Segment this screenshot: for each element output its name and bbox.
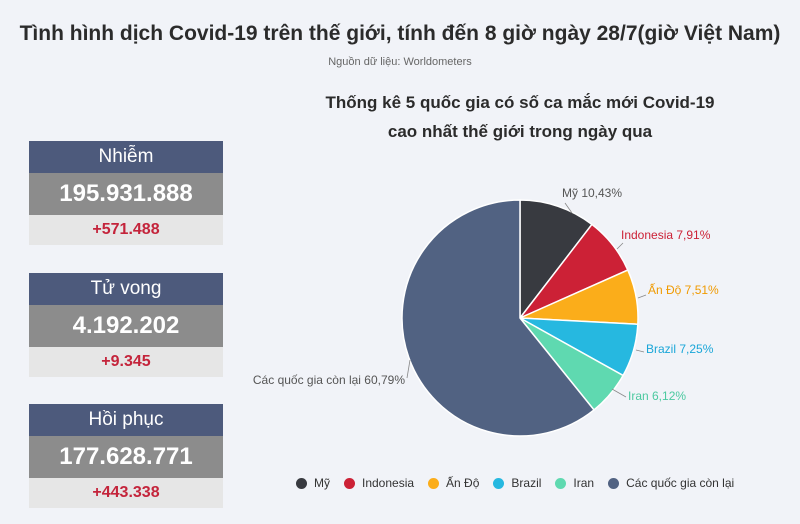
- pie-data-label-0: Mỹ 10,43%: [562, 186, 622, 200]
- pie-data-label-5: Các quốc gia còn lại 60,79%: [253, 373, 405, 387]
- pie-leader-line-3: [635, 349, 645, 353]
- pie-leader-line-2: [637, 294, 647, 299]
- pie-data-label-2: Ấn Độ 7,51%: [648, 282, 719, 297]
- data-source: Nguồn dữ liệu: Worldometers: [328, 56, 472, 68]
- stat-label: Hồi phục: [29, 404, 223, 436]
- legend-item-3: Brazil: [493, 476, 541, 490]
- stat-label: Tử vong: [29, 273, 223, 305]
- stat-card-deaths: Tử vong 4.192.202 +9.345: [29, 273, 223, 377]
- chart-title: Thống kê 5 quốc gia có số ca mắc mới Cov…: [260, 88, 780, 146]
- pie-leader-line-4: [611, 388, 627, 398]
- pie-leader-line-0: [564, 202, 573, 214]
- chart-title-line2: cao nhất thế giới trong ngày qua: [387, 122, 653, 141]
- legend-item-2: Ấn Độ: [428, 476, 479, 490]
- legend-item-0: Mỹ: [296, 476, 330, 490]
- legend-swatch: [608, 477, 620, 489]
- legend-item-1: Indonesia: [344, 476, 414, 490]
- pie-data-label-4: Iran 6,12%: [628, 389, 686, 403]
- pie-leader-line-5: [406, 359, 411, 379]
- legend-item-5: Các quốc gia còn lại: [608, 476, 734, 490]
- page-title: Tình hình dịch Covid-19 trên thế giới, t…: [19, 22, 781, 45]
- legend-label: Brazil: [511, 476, 542, 490]
- legend-label: Iran: [573, 476, 595, 490]
- chart-legend: Mỹ Indonesia Ấn Độ Brazil Iran Các quốc gia c…: [296, 476, 734, 490]
- legend-label: Mỹ: [314, 476, 330, 490]
- legend-swatch: [344, 477, 355, 489]
- pie-leader-line-1: [616, 242, 624, 250]
- pie-data-label-3: Brazil 7,25%: [646, 342, 714, 356]
- legend-swatch: [428, 477, 440, 489]
- stat-delta: +443.338: [29, 478, 223, 508]
- legend-label: Ấn Độ: [446, 476, 480, 490]
- pie-slice-5: [401, 199, 596, 437]
- stat-card-recovered: Hồi phục 177.628.771 +443.338: [29, 404, 223, 508]
- legend-swatch: [493, 477, 505, 489]
- legend-swatch: [296, 477, 307, 489]
- stat-card-infected: Nhiễm 195.931.888 +571.488: [29, 141, 223, 245]
- legend-swatch: [555, 477, 567, 489]
- stat-value: 4.192.202: [29, 305, 223, 347]
- stat-value: 177.628.771: [29, 436, 223, 478]
- stat-label: Nhiễm: [29, 141, 223, 173]
- stat-value: 195.931.888: [29, 173, 223, 215]
- stat-delta: +571.488: [29, 215, 223, 245]
- stat-delta: +9.345: [29, 347, 223, 377]
- legend-item-4: Iran: [555, 476, 594, 490]
- legend-label: Indonesia: [362, 476, 415, 490]
- pie-data-label-1: Indonesia 7,91%: [621, 228, 711, 242]
- chart-title-line1: Thống kê 5 quốc gia có số ca mắc mới Cov…: [325, 93, 715, 112]
- legend-label: Các quốc gia còn lại: [626, 476, 735, 490]
- pie-slice-0: [519, 199, 593, 321]
